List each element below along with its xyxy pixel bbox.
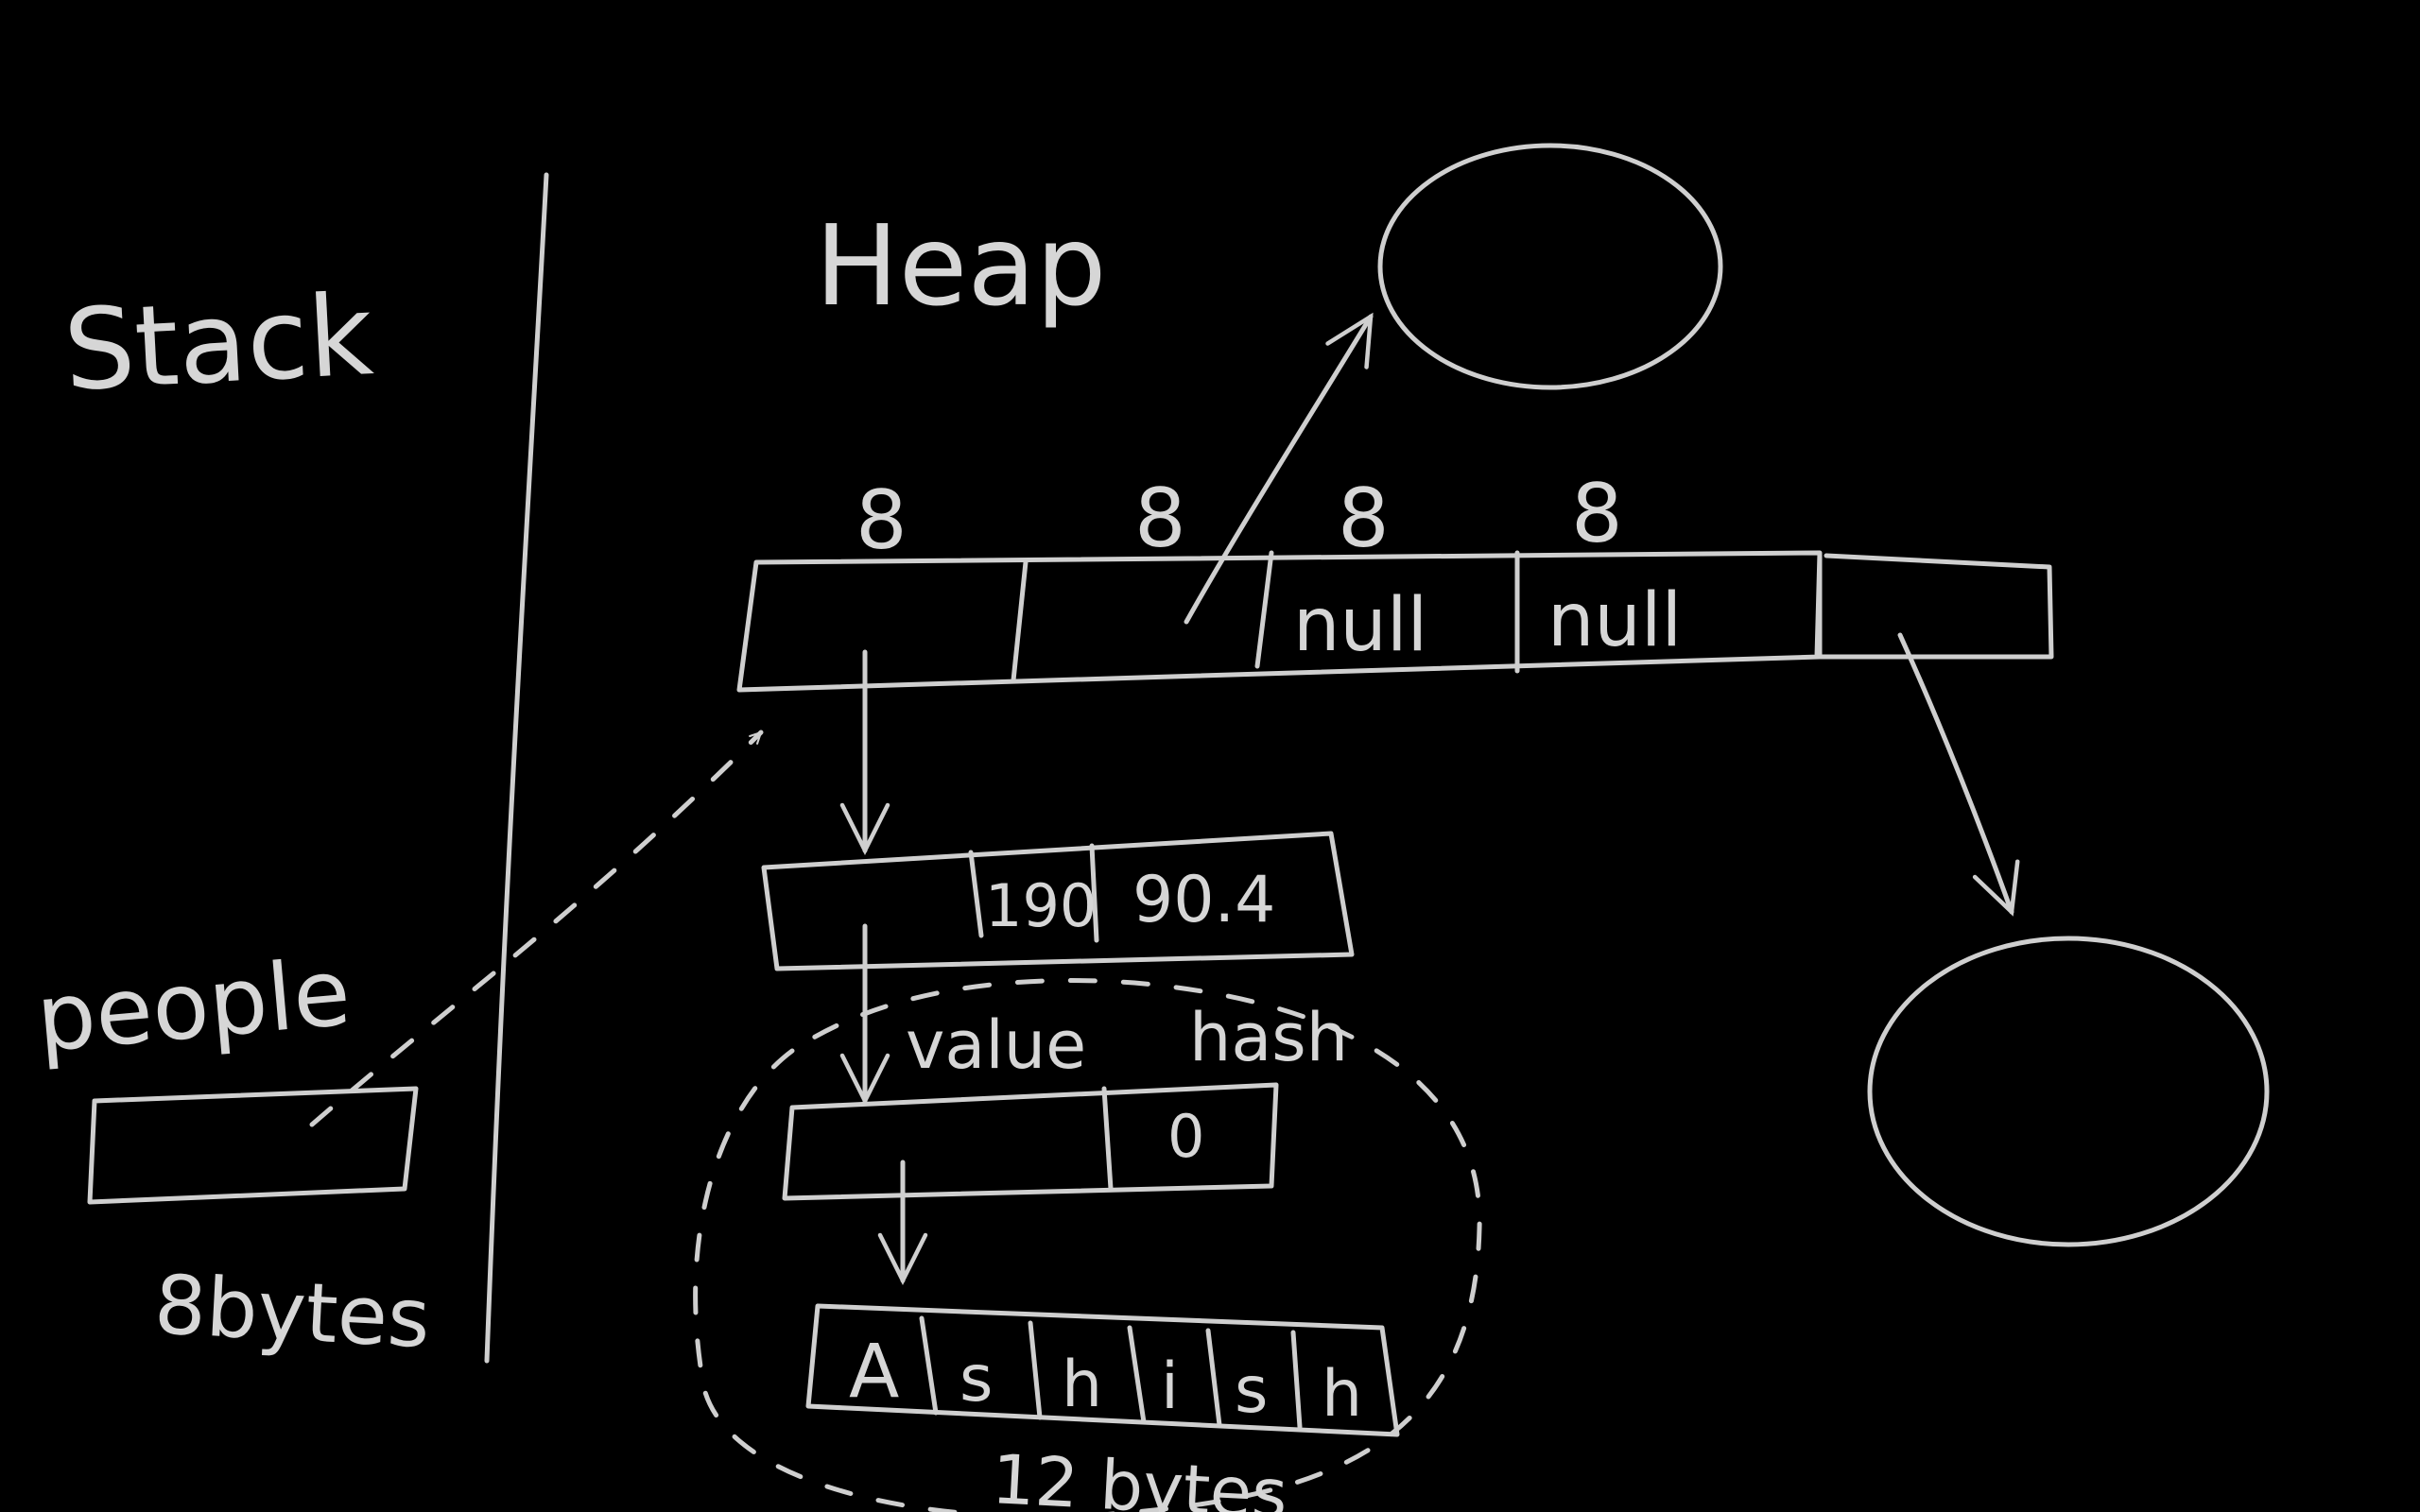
- array-slot-value: null: [1293, 583, 1427, 668]
- slot5-to-object-arrow: [1897, 632, 2020, 917]
- record-field-value: 90.4: [1132, 863, 1275, 937]
- slot-size-label: 8: [1338, 472, 1390, 566]
- string-object-divider: [1101, 1086, 1114, 1192]
- char-array-divider: [1290, 1330, 1303, 1430]
- char-array: A s h i s h: [805, 1303, 1400, 1437]
- people-to-array-arrow: [309, 730, 764, 1127]
- people-size-label: 8bytes: [152, 1258, 432, 1366]
- heap-object-ellipse-right: [1867, 936, 2270, 1247]
- string-object-outline: [782, 1082, 1279, 1201]
- char-array-divider: [919, 1315, 939, 1416]
- slot-size-label: 8: [1571, 467, 1623, 561]
- char-cell: h: [1062, 1348, 1102, 1422]
- char-cell: i: [1161, 1349, 1179, 1424]
- heap-array-divider: [1254, 550, 1274, 669]
- char-array-outline: [805, 1303, 1400, 1437]
- array-slot-value: null: [1547, 578, 1682, 663]
- hash-field-label: hash: [1189, 999, 1348, 1076]
- stack-title: Stack: [60, 269, 375, 416]
- heap-array-outline: [736, 550, 2054, 693]
- char-array-divider: [1205, 1328, 1222, 1428]
- string-object-boundary: [693, 978, 1482, 1512]
- record-field-value: 190: [985, 871, 1097, 940]
- heap-object-ellipse-top: [1377, 143, 1723, 390]
- char-cell: s: [959, 1342, 993, 1417]
- char-array-divider: [1127, 1325, 1147, 1425]
- string-size-label: 12 bytes: [990, 1439, 1289, 1512]
- object-record-divider: [1089, 843, 1099, 943]
- object-record-outline: [761, 831, 1355, 971]
- slot-size-label: 8: [1134, 472, 1186, 566]
- object-record-divider: [968, 850, 984, 938]
- string-object: 0: [782, 1082, 1279, 1201]
- stack-heap-divider-line: [484, 172, 549, 1364]
- object-record: 190 90.4: [761, 831, 1355, 971]
- slot-size-label: 8: [856, 473, 908, 568]
- slot2-to-object-arrow: [1184, 312, 1374, 625]
- char-cell: s: [1235, 1353, 1268, 1428]
- char-cell: h: [1322, 1357, 1362, 1432]
- people-reference-box: [87, 1086, 419, 1205]
- char-array-divider: [1028, 1320, 1043, 1420]
- heap-title: Heap: [815, 200, 1107, 331]
- value-field-label: value: [906, 1006, 1086, 1084]
- heap-array: 8 8 8 8 null null: [736, 467, 2054, 693]
- heap-array-divider: [1011, 559, 1028, 683]
- char-cell: A: [849, 1330, 899, 1415]
- people-variable-label: people: [32, 938, 354, 1074]
- hash-field-value: 0: [1167, 1102, 1204, 1171]
